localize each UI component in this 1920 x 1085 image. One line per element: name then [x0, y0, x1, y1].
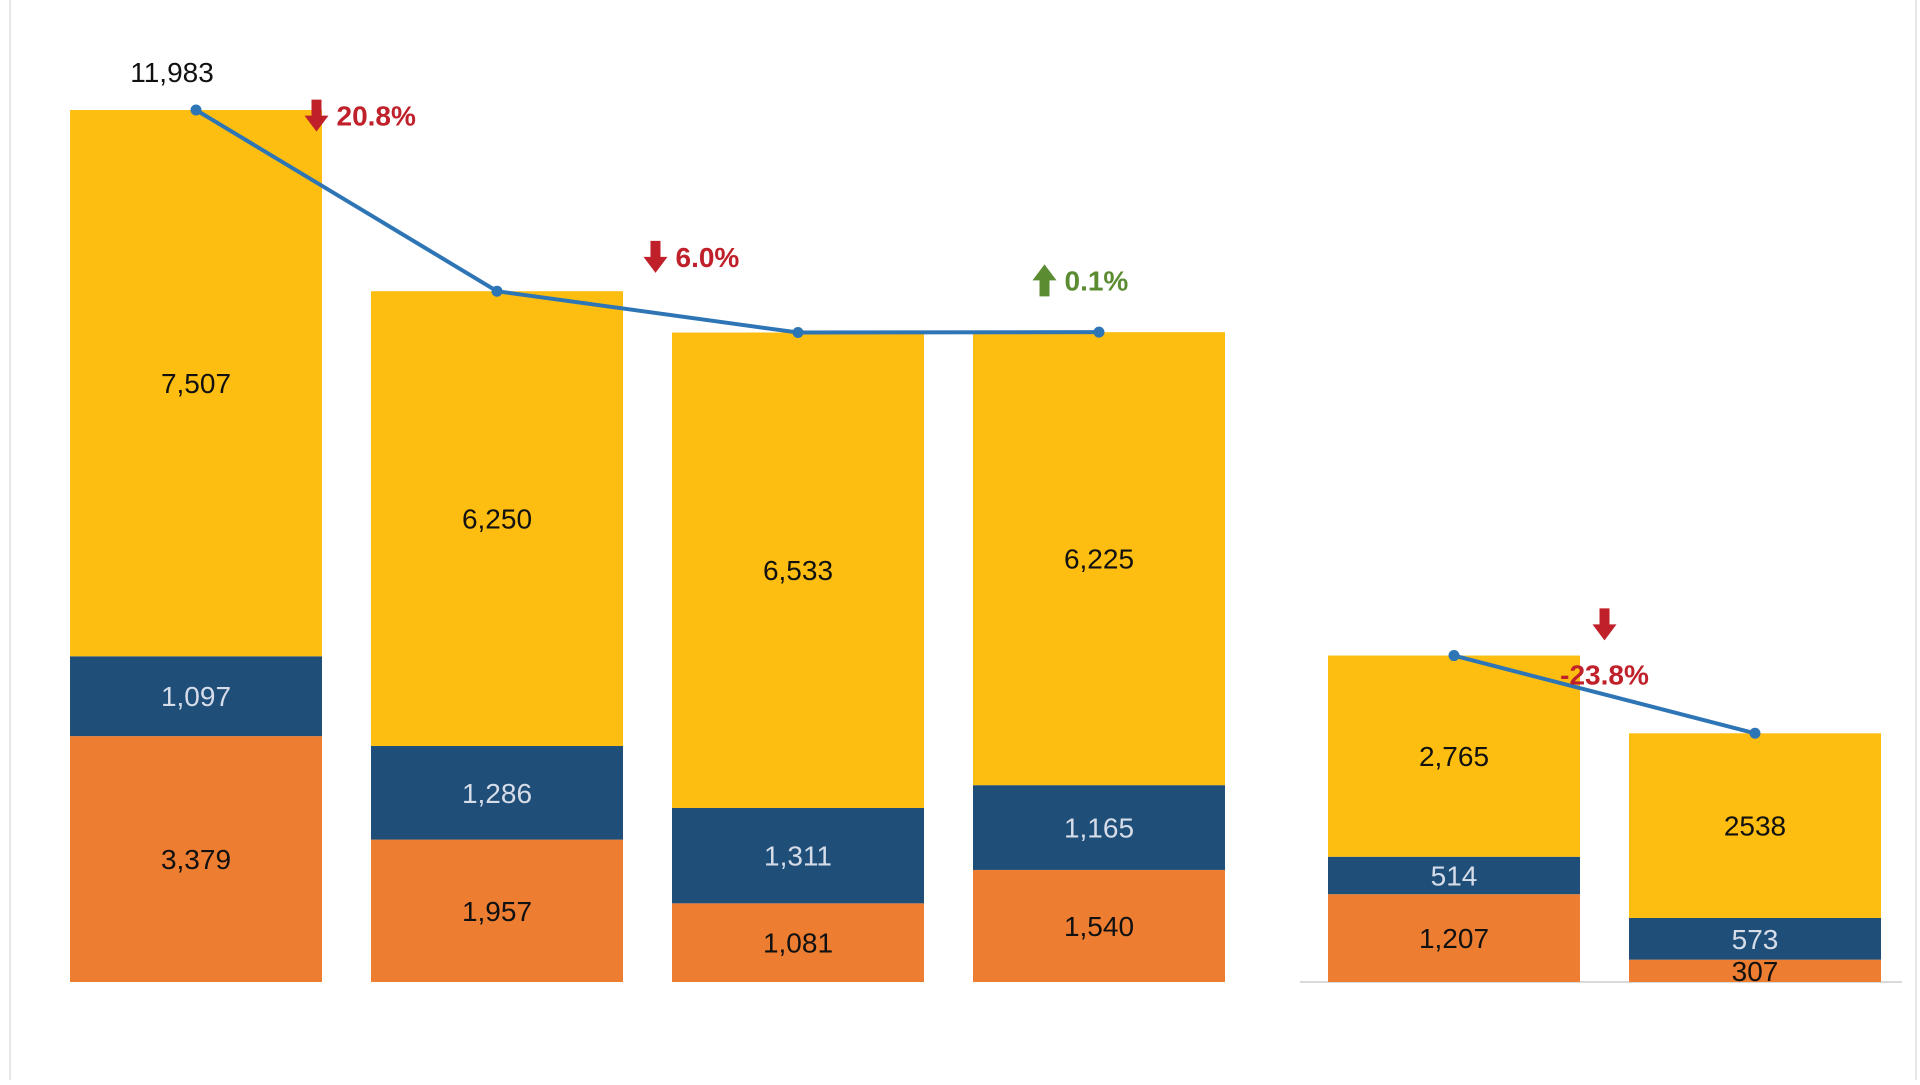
data-label: 6,225 [1064, 544, 1134, 575]
bar-1-segment-3 [70, 110, 322, 657]
bar-5-segment-2 [1328, 856, 1580, 895]
data-label: 6,533 [763, 555, 833, 586]
data-label: 1,081 [763, 928, 833, 959]
bar-3-segment-2 [672, 807, 924, 904]
trend-lines-layer [190, 104, 1761, 739]
data-label: 2,765 [1419, 741, 1489, 772]
total-label: 11,983 [130, 57, 214, 88]
change-label: 6.0% [676, 242, 740, 273]
data-label: 1,165 [1064, 813, 1134, 844]
trend-point [1749, 727, 1761, 739]
bar-4-segment-1 [973, 869, 1225, 982]
bar-4-segment-3 [973, 332, 1225, 786]
data-label: 1,207 [1419, 923, 1489, 954]
data-label: 1,286 [462, 778, 532, 809]
data-label: 6,250 [462, 504, 532, 535]
annotations-layer: 20.8% 6.0% 0.1% -23.8% [304, 99, 1649, 690]
bar-2-segment-2 [371, 746, 623, 840]
arrow-down-icon [304, 99, 329, 132]
bar-4-segment-2 [973, 785, 1225, 870]
change-annotation-3: 0.1% [1032, 264, 1129, 297]
trend-point [491, 285, 503, 297]
bar-3-segment-3 [672, 332, 924, 808]
bar-5-segment-1 [1328, 894, 1580, 982]
bar-3-segment-1 [672, 903, 924, 982]
trend-point [190, 104, 202, 116]
trend-point [1093, 326, 1105, 338]
data-label: 1,540 [1064, 911, 1134, 942]
data-label: 514 [1431, 860, 1478, 891]
data-label: 307 [1732, 956, 1779, 987]
trend-point [792, 327, 804, 339]
data-label: 1,097 [161, 681, 231, 712]
bar-6-segment-3 [1629, 733, 1881, 918]
bar-2-segment-3 [371, 291, 623, 747]
bar-6-segment-2 [1629, 917, 1881, 960]
bar-6-segment-1 [1629, 959, 1881, 982]
change-annotation-4: -23.8% [1560, 608, 1649, 690]
data-label: 1,957 [462, 896, 532, 927]
arrow-down-icon [1592, 608, 1617, 641]
trend-point [1448, 650, 1460, 662]
change-label: -23.8% [1560, 659, 1649, 690]
arrow-up-icon [1032, 264, 1057, 297]
change-annotation-2: 6.0% [643, 240, 740, 273]
data-label: 7,507 [161, 368, 231, 399]
change-label: 0.1% [1065, 265, 1129, 296]
data-label: 1,311 [764, 841, 832, 872]
arrow-down-icon [643, 240, 668, 273]
change-annotation-1: 20.8% [304, 99, 416, 132]
bar-2-segment-1 [371, 839, 623, 982]
trend-line-2 [1453, 653, 1756, 736]
change-label: 20.8% [337, 101, 416, 132]
data-label: 3,379 [161, 844, 231, 875]
data-label: 2538 [1724, 811, 1786, 842]
bar-5-segment-3 [1328, 655, 1580, 857]
segment-labels-layer: 3,379 1,097 7,507 1,957 1,286 6,250 1,081 1,311… [130, 57, 1786, 987]
bar-1-segment-2 [70, 656, 322, 737]
bars-layer [70, 110, 1881, 982]
bar-1-segment-1 [70, 736, 322, 982]
trend-line-1 [194, 108, 1100, 335]
data-label: 573 [1732, 924, 1779, 955]
